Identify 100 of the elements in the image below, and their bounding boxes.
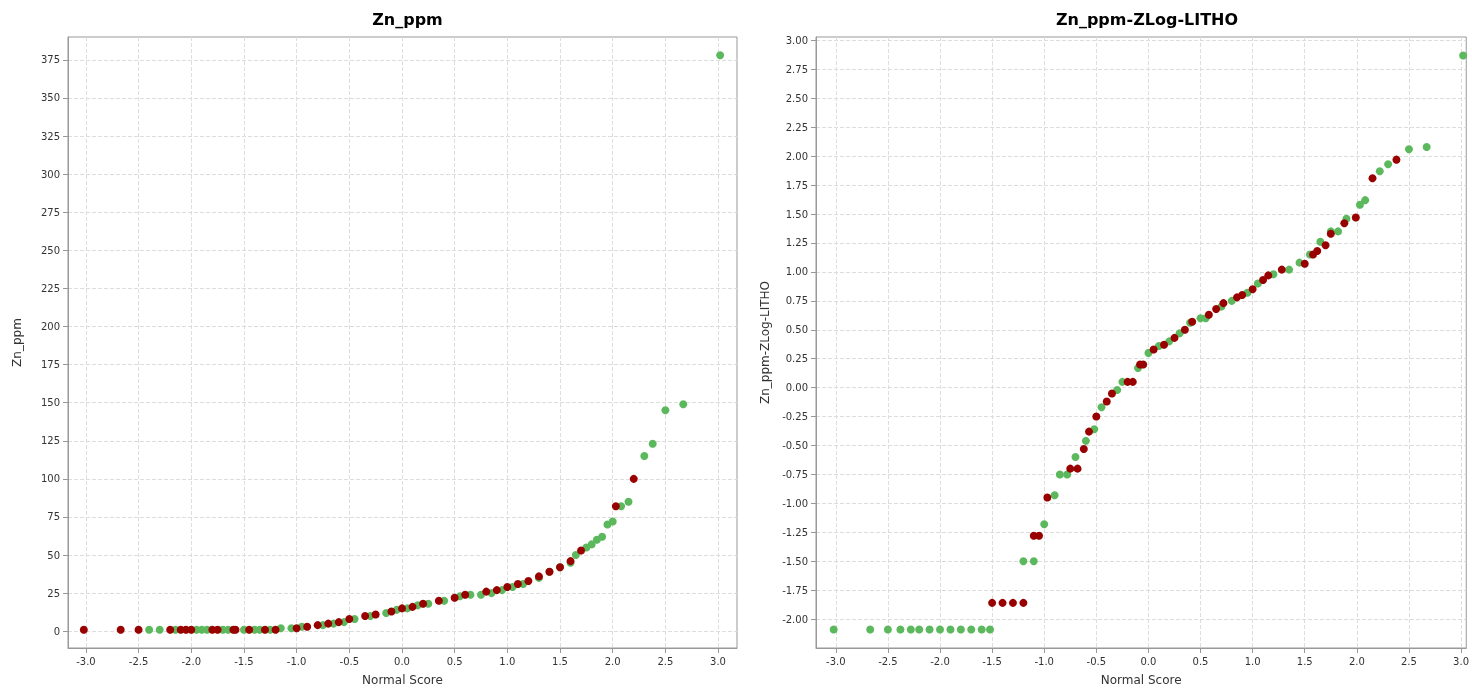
y-tick-label: 50 xyxy=(47,549,60,561)
y-tick-label: 0.75 xyxy=(785,295,808,307)
y-tick-label: 25 xyxy=(47,587,60,599)
y-tick-label: 175 xyxy=(40,359,60,371)
x-tick-label: -1.0 xyxy=(1034,655,1054,667)
x-tick-label: -2.0 xyxy=(181,655,202,667)
x-tick-label: 1.0 xyxy=(499,655,516,667)
x-tick-label: 0.0 xyxy=(394,655,410,667)
x-tick-label: 2.5 xyxy=(1400,655,1417,667)
point xyxy=(1459,51,1468,60)
y-tick-label: -1.75 xyxy=(782,584,808,596)
point xyxy=(292,624,301,633)
point xyxy=(134,625,143,634)
x-tick-label: -2.0 xyxy=(930,655,950,667)
point xyxy=(1404,145,1413,154)
point xyxy=(408,602,417,611)
point xyxy=(261,625,270,634)
point xyxy=(986,625,995,634)
point xyxy=(1204,310,1213,319)
point xyxy=(571,551,580,560)
x-tick-label: 2.0 xyxy=(604,655,621,667)
point xyxy=(1073,464,1082,473)
point xyxy=(271,625,280,634)
point xyxy=(883,625,892,634)
point xyxy=(397,604,406,613)
y-tick-label: 150 xyxy=(40,397,60,409)
y-tick-label: 75 xyxy=(47,511,60,523)
point xyxy=(116,625,125,634)
point xyxy=(187,625,196,634)
point xyxy=(716,51,725,60)
y-tick-label: 0.50 xyxy=(785,324,808,336)
y-tick-label: 1.50 xyxy=(785,208,808,220)
point xyxy=(1107,389,1116,398)
point xyxy=(1029,557,1038,566)
point xyxy=(1340,219,1349,228)
point xyxy=(611,502,620,511)
x-tick-label: -3.0 xyxy=(826,655,846,667)
y-tick-label: 1.25 xyxy=(785,237,808,249)
point xyxy=(1375,167,1384,176)
x-tick-label: 0.5 xyxy=(446,655,463,667)
x-tick-label: 0.0 xyxy=(1140,655,1157,667)
point xyxy=(1264,271,1273,280)
point xyxy=(1079,444,1088,453)
point xyxy=(598,532,607,541)
point xyxy=(492,586,501,595)
point xyxy=(419,599,428,608)
chart-title: Zn_ppm xyxy=(372,9,443,29)
y-tick-label: 200 xyxy=(40,321,60,332)
point xyxy=(624,497,633,506)
y-tick-label: 0.25 xyxy=(785,353,808,365)
point xyxy=(1149,345,1158,354)
y-tick-label: 2.50 xyxy=(785,92,808,104)
point xyxy=(450,593,459,602)
y-tick-label: -1.25 xyxy=(782,526,808,538)
x-tick-label: -0.5 xyxy=(1086,655,1107,667)
point xyxy=(1321,241,1330,250)
x-tick-label: 1.5 xyxy=(1296,655,1313,667)
point xyxy=(1102,397,1111,406)
point xyxy=(524,576,533,585)
x-tick-label: -3.0 xyxy=(76,655,96,667)
point xyxy=(1019,557,1028,566)
point xyxy=(1050,491,1059,500)
y-tick-label: 2.25 xyxy=(785,121,808,133)
chart-title: Zn_ppm-ZLog-LITHO xyxy=(1055,9,1239,29)
point xyxy=(988,598,997,607)
y-tick-label: -2.00 xyxy=(782,613,808,625)
point xyxy=(661,406,670,415)
y-tick-label: -1.50 xyxy=(782,555,808,567)
y-tick-label: 100 xyxy=(40,473,60,485)
point xyxy=(1043,493,1052,502)
point xyxy=(967,625,976,634)
point xyxy=(829,625,838,634)
point xyxy=(1313,247,1322,256)
point xyxy=(1361,196,1370,205)
y-axis-title: Zn_ppm-ZLog-LITHO xyxy=(758,280,772,405)
point xyxy=(946,625,955,634)
point xyxy=(1238,291,1247,300)
point xyxy=(866,625,875,634)
point xyxy=(1055,470,1064,479)
point xyxy=(1180,325,1189,334)
point xyxy=(482,587,491,596)
point xyxy=(977,625,986,634)
point xyxy=(1071,453,1080,462)
point xyxy=(313,621,322,630)
point xyxy=(608,517,617,526)
x-tick-label: 2.5 xyxy=(657,655,674,667)
y-tick-label: 1.00 xyxy=(785,266,808,278)
point xyxy=(461,590,470,599)
point xyxy=(1066,464,1075,473)
y-tick-label: -0.25 xyxy=(782,411,808,423)
y-axis-title: Zn_ppm xyxy=(10,318,24,367)
point xyxy=(1351,213,1360,222)
point xyxy=(577,546,586,555)
point xyxy=(679,400,688,409)
y-tick-label: 125 xyxy=(40,435,60,447)
point xyxy=(1081,436,1090,445)
y-tick-label: -0.50 xyxy=(782,439,808,451)
point xyxy=(1092,412,1101,421)
point xyxy=(1248,285,1257,294)
x-tick-label: -2.5 xyxy=(128,655,149,667)
